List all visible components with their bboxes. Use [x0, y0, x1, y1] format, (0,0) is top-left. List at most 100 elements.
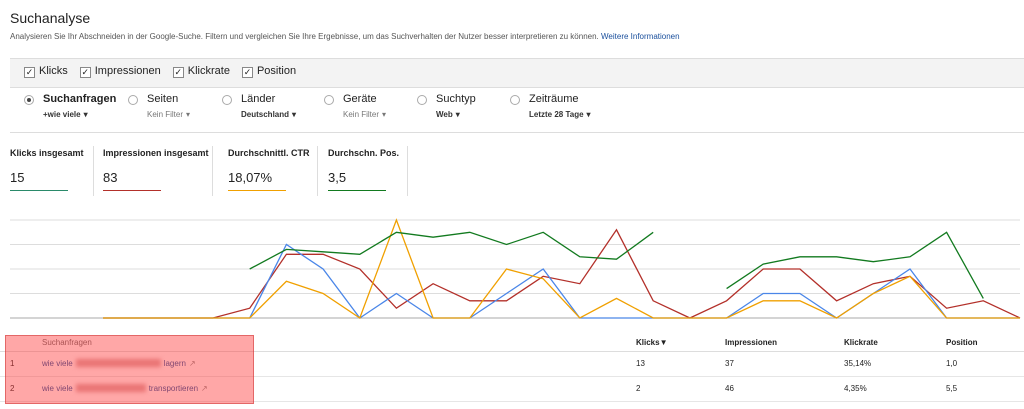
- filter-text: +wie viele: [43, 110, 81, 119]
- dimension-label: Zeiträume: [529, 93, 579, 105]
- toggle-label: Klicks: [39, 65, 68, 77]
- column-header: Klicks▼: [636, 338, 668, 347]
- checkbox: ✓: [241, 67, 253, 78]
- chart: [10, 218, 1021, 319]
- card-underline: [103, 190, 161, 191]
- column-header: Impressionen: [725, 338, 778, 347]
- row-rank: 2: [10, 384, 15, 393]
- more-info-link[interactable]: Weitere Informationen: [601, 32, 680, 41]
- dimension-filter[interactable]: Web ▾: [436, 110, 460, 119]
- dropdown-arrow: ▾: [455, 110, 460, 119]
- query-cell[interactable]: wie viele lagern ↗: [42, 359, 196, 368]
- blurred-text: [75, 359, 161, 367]
- dimension-filter[interactable]: Kein Filter ▾: [147, 110, 190, 119]
- row-rank: 1: [10, 359, 15, 368]
- query-table: Suchanfragen Klicks▼ Impressionen Klickrate…: [0, 332, 1024, 409]
- card-underline: [228, 190, 286, 191]
- radio[interactable]: [324, 95, 334, 105]
- column-header: Klickrate: [844, 338, 878, 347]
- card-value: 15: [10, 170, 25, 185]
- toggle-label: Position: [256, 65, 297, 77]
- dimension-filter[interactable]: Deutschland ▾: [241, 110, 296, 119]
- metric-toggle[interactable]: ✓ Position: [241, 65, 297, 78]
- radio[interactable]: [222, 95, 232, 105]
- dimension-label: Suchanfragen: [43, 93, 117, 105]
- radio[interactable]: [417, 95, 427, 105]
- cell-impressions: 37: [725, 359, 734, 368]
- metric-toggle[interactable]: ✓ Klicks: [24, 65, 68, 78]
- toggle-label: Klickrate: [187, 65, 230, 77]
- card-value: 3,5: [328, 170, 347, 185]
- card-label: Impressionen insgesamt: [103, 148, 209, 158]
- dimension-tabs: Suchanfragen +wie viele ▾ Seiten Kein Filter…: [0, 92, 1024, 132]
- summary-card: Durchschn. Pos. 3,5: [328, 146, 408, 196]
- radio-dot: [27, 98, 31, 102]
- page-title: Suchanalyse: [10, 10, 91, 26]
- query-start: wie viele: [42, 384, 73, 393]
- row-divider: [0, 351, 1024, 352]
- filter-text: Kein Filter: [343, 110, 380, 119]
- cell-position: 5,5: [946, 384, 958, 393]
- filter-text: Deutschland: [241, 110, 290, 119]
- dropdown-arrow: ▾: [292, 110, 297, 119]
- highlight-box: [5, 335, 254, 404]
- cell-impressions: 46: [725, 384, 734, 393]
- column-header: Suchanfragen: [42, 338, 92, 347]
- external-link-icon: ↗: [188, 359, 196, 368]
- card-value: 83: [103, 170, 118, 185]
- radio[interactable]: [24, 95, 34, 105]
- card-underline: [328, 190, 386, 191]
- cell-position: 1,0: [946, 359, 958, 368]
- dimension-filter[interactable]: Letzte 28 Tage ▾: [529, 110, 591, 119]
- dimension-label: Seiten: [147, 93, 179, 105]
- description: Analysieren Sie Ihr Abschneiden in der G…: [10, 32, 680, 41]
- query-cell[interactable]: wie viele transportieren ↗: [42, 384, 208, 393]
- dimension-label: Suchtyp: [436, 93, 476, 105]
- checkbox: ✓: [24, 67, 35, 78]
- dropdown-arrow: ▾: [382, 110, 387, 119]
- series-line: [103, 228, 1021, 319]
- query-end: transportieren: [148, 384, 199, 393]
- summary-card: Durchschnittl. CTR 18,07%: [228, 146, 318, 196]
- card-label: Durchschnittl. CTR: [228, 148, 310, 158]
- toggle-label: Impressionen: [94, 65, 161, 77]
- filter-text: Web: [436, 110, 453, 119]
- row-divider: [0, 401, 1024, 402]
- filter-text: Kein Filter: [147, 110, 184, 119]
- row-divider: [0, 376, 1024, 377]
- summary-card: Impressionen insgesamt 83: [103, 146, 213, 196]
- description-text: Analysieren Sie Ihr Abschneiden in der G…: [10, 32, 599, 41]
- metric-toggle[interactable]: ✓ Impressionen: [79, 65, 161, 78]
- dropdown-arrow: ▾: [186, 110, 191, 119]
- card-value: 18,07%: [228, 170, 273, 185]
- cell-clicks: 2: [636, 384, 641, 393]
- series-line: [249, 231, 984, 299]
- dimension-label: Geräte: [343, 93, 377, 105]
- metric-toggles: ✓ Klicks ✓ Impressionen ✓ Klickrate ✓ Position: [24, 65, 308, 78]
- dimension-filter[interactable]: Kein Filter ▾: [343, 110, 386, 119]
- series-line: [103, 218, 1020, 319]
- cell-clicks: 13: [636, 359, 645, 368]
- filter-text: Letzte 28 Tage: [529, 110, 584, 119]
- dropdown-arrow: ▾: [586, 110, 591, 119]
- query-start: wie viele: [42, 359, 73, 368]
- summary-card: Klicks insgesamt 15: [10, 146, 94, 196]
- card-underline: [10, 190, 68, 191]
- cell-ctr: 4,35%: [844, 384, 867, 393]
- dimension-label: Länder: [241, 93, 276, 105]
- cell-ctr: 35,14%: [844, 359, 872, 368]
- dimension-filter[interactable]: +wie viele ▾: [43, 110, 88, 119]
- radio[interactable]: [510, 95, 520, 105]
- checkbox: ✓: [79, 67, 91, 78]
- radio[interactable]: [128, 95, 138, 105]
- dropdown-arrow: ▾: [83, 110, 88, 119]
- divider: [10, 132, 1024, 133]
- external-link-icon: ↗: [201, 384, 208, 393]
- blurred-text: [75, 384, 146, 392]
- column-header: Position: [946, 338, 978, 347]
- metric-toggle[interactable]: ✓ Klickrate: [172, 65, 230, 78]
- card-label: Klicks insgesamt: [10, 148, 84, 158]
- checkbox: ✓: [172, 67, 184, 78]
- card-label: Durchschn. Pos.: [328, 148, 400, 158]
